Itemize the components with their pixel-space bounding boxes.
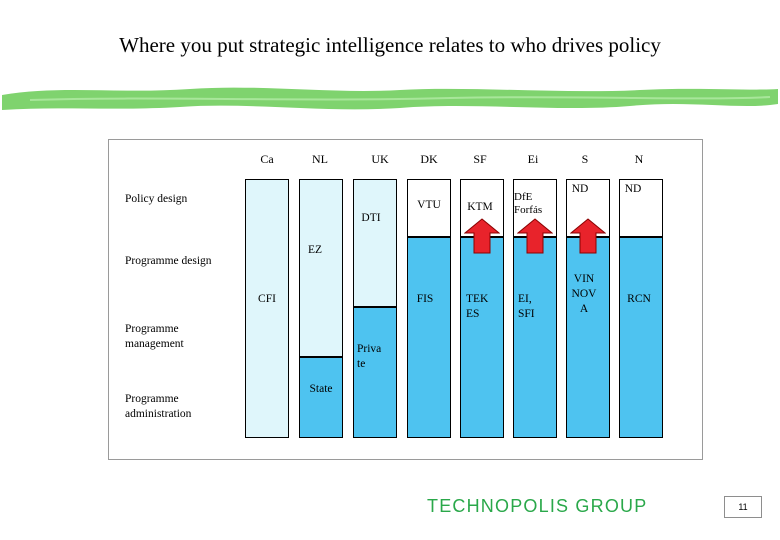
row-label-programme-design: Programme design bbox=[125, 255, 212, 267]
page-number: 11 bbox=[724, 496, 762, 518]
ei-dte-forfas-label: DfE Forfás bbox=[514, 191, 543, 216]
ei-ei-sfi-label: EI, SFI bbox=[518, 293, 535, 320]
nl-ez-label: EZ bbox=[307, 244, 323, 256]
s-vinnova-label: VIN NOV A bbox=[571, 273, 597, 315]
ei-ei-sfi-box bbox=[513, 237, 557, 438]
technopolis-logo: TECHNOPOLIS GROUP bbox=[427, 496, 648, 516]
sf-ktm-label: KTM bbox=[467, 201, 493, 213]
ca-cfi-label: CFI bbox=[258, 293, 276, 305]
sf-upward-arrow-icon bbox=[464, 218, 500, 254]
nl-ez-box bbox=[299, 179, 343, 357]
column-header-ei: Ei bbox=[527, 152, 539, 166]
s-nd-label: ND bbox=[571, 183, 589, 195]
dk-vtu-label: VTU bbox=[417, 199, 441, 211]
row-label-programme-management: Programme management bbox=[125, 323, 184, 350]
column-header-dk: DK bbox=[420, 152, 438, 166]
uk-private-label: Priva te bbox=[357, 343, 382, 370]
nl-state-label: State bbox=[309, 383, 333, 395]
diagram-frame bbox=[108, 139, 703, 460]
s-upward-arrow-icon bbox=[570, 218, 606, 254]
column-header-sf: SF bbox=[473, 152, 487, 166]
column-header-s: S bbox=[581, 152, 589, 166]
column-header-uk: UK bbox=[371, 152, 389, 166]
n-nd-box bbox=[619, 179, 663, 237]
dk-fis-box bbox=[407, 237, 451, 438]
sf-tekes-box bbox=[460, 237, 504, 438]
nl-state-box bbox=[299, 357, 343, 438]
s-vinnova-box bbox=[566, 237, 610, 438]
column-header-nl: NL bbox=[312, 152, 328, 166]
ca-cfi-box bbox=[245, 179, 289, 438]
n-rcn-box bbox=[619, 237, 663, 438]
column-header-n: N bbox=[634, 152, 644, 166]
uk-dti-label: DTI bbox=[361, 212, 381, 224]
sf-tekes-label: TEK ES bbox=[466, 293, 489, 320]
ei-upward-arrow-icon bbox=[517, 218, 553, 254]
slide-title: Where you put strategic intelligence rel… bbox=[119, 33, 661, 57]
dk-vtu-box bbox=[407, 179, 451, 237]
n-rcn-label: RCN bbox=[627, 293, 651, 305]
uk-dti-box bbox=[353, 179, 397, 307]
row-label-policy-design: Policy design bbox=[125, 193, 188, 205]
row-label-programme-administration: Programme administration bbox=[125, 393, 192, 420]
n-nd-label: ND bbox=[624, 183, 642, 195]
green-brush-stroke bbox=[2, 87, 778, 110]
uk-private-box bbox=[353, 307, 397, 438]
dk-fis-label: FIS bbox=[416, 293, 434, 305]
column-header-ca: Ca bbox=[260, 152, 274, 166]
